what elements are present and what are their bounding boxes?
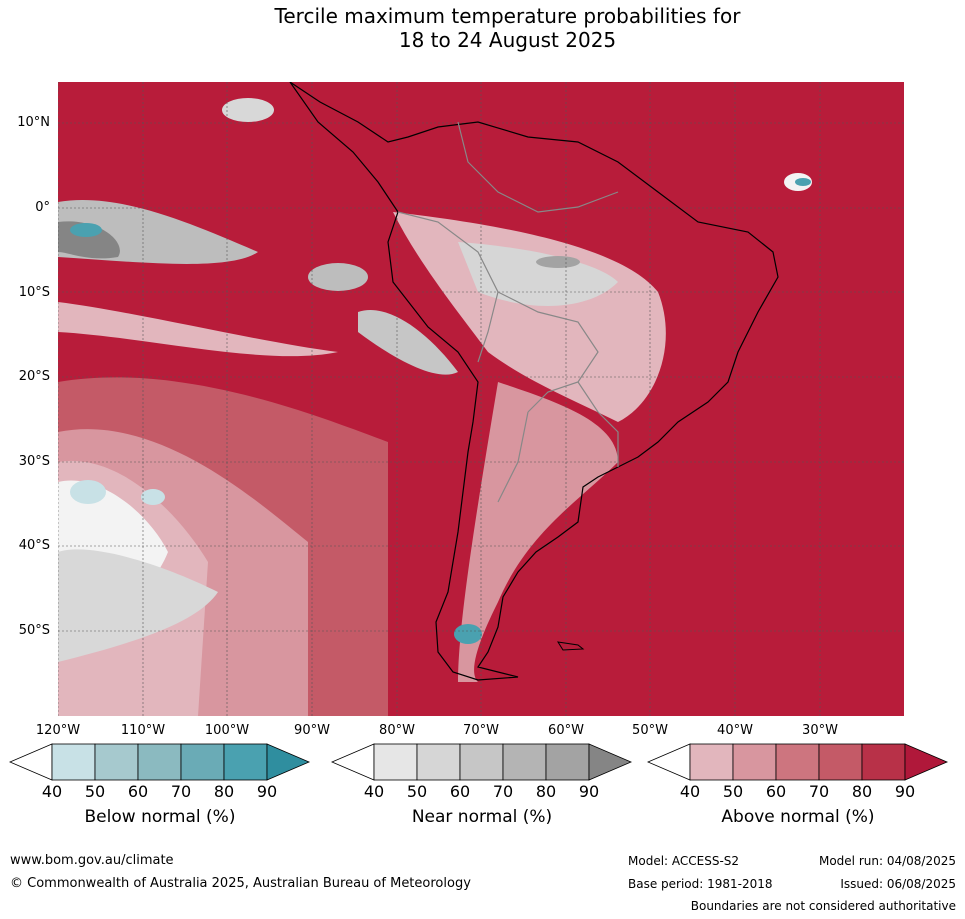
colorbar-above-label: Above normal (%) — [721, 807, 875, 827]
colorbar-below-tick-40: 40 — [41, 782, 63, 801]
colorbar-near-bin-2 — [416, 743, 461, 781]
colorbar-above-tick-40: 40 — [679, 782, 701, 801]
above-50-region-argentina — [458, 382, 618, 682]
colorbar-below-bin-4 — [180, 743, 225, 781]
country-borders — [397, 121, 619, 503]
map-canvas — [58, 82, 904, 716]
title-line-2: 18 to 24 August 2025 — [398, 28, 617, 52]
model-run-text: Model run: 04/08/2025 — [818, 854, 956, 868]
colorbar-above-bin-1 — [689, 743, 734, 781]
colorbar-above-bin-4 — [818, 743, 863, 781]
lat-label-10s: 10°S — [18, 285, 50, 300]
colorbar-below-tick-90: 90 — [256, 782, 278, 801]
colorbar-above — [647, 743, 949, 781]
lon-label-120w: 120°W — [35, 723, 81, 738]
lat-label-30s: 30°S — [18, 454, 50, 469]
above-40-region-interior — [393, 212, 666, 422]
title-line-1: Tercile maximum temperature probabilitie… — [274, 4, 741, 28]
colorbar-near-bin-5 — [545, 743, 590, 781]
colorbar-near-bin-1 — [373, 743, 418, 781]
near-normal-patch-offshore — [308, 263, 368, 291]
model-text: Model: ACCESS-S2 — [628, 854, 740, 868]
below-normal-patagonia-patch — [454, 624, 482, 644]
colorbar-near-label: Near normal (%) — [411, 807, 553, 827]
colorbar-above-tick-60: 60 — [765, 782, 787, 801]
colorbar-below-label: Below normal (%) — [84, 807, 236, 827]
lat-label-10n: 10°N — [17, 115, 50, 130]
colorbar-above-tick-70: 70 — [808, 782, 830, 801]
below-normal-atlantic-patch — [795, 178, 811, 186]
colorbar-above-min-arrow — [647, 743, 691, 781]
colorbar-near-max-arrow — [588, 743, 633, 781]
colorbar-above-bin-3 — [775, 743, 820, 781]
lat-label-20s: 20°S — [18, 369, 50, 384]
colorbar-below-bin-1 — [51, 743, 96, 781]
colorbar-near — [331, 743, 633, 781]
colorbar-below-tick-70: 70 — [170, 782, 192, 801]
colorbar-below — [9, 743, 311, 781]
colorbar-near-tick-90: 90 — [578, 782, 600, 801]
colorbar-below-max-arrow — [266, 743, 311, 781]
lon-label-40w: 40°W — [717, 723, 753, 738]
colorbar-near-tick-60: 60 — [449, 782, 471, 801]
colorbar-below-bin-3 — [137, 743, 182, 781]
colorbar-above-bin-5 — [861, 743, 906, 781]
colorbar-below-min-arrow — [9, 743, 53, 781]
colorbar-above-max-arrow — [904, 743, 949, 781]
colorbar-near-min-arrow — [331, 743, 375, 781]
copyright-text: © Commonwealth of Australia 2025, Austra… — [10, 876, 471, 891]
below-normal-patch-2 — [141, 489, 165, 505]
near-normal-band-peru-coast — [358, 310, 458, 375]
colorbar-below-bin-5 — [223, 743, 268, 781]
disclaimer-text: Boundaries are not considered authoritat… — [690, 899, 956, 913]
colorbar-above-tick-90: 90 — [894, 782, 916, 801]
base-period-text: Base period: 1981-2018 — [628, 877, 773, 891]
colorbar-above-tick-50: 50 — [722, 782, 744, 801]
colorbar-near-tick-70: 70 — [492, 782, 514, 801]
graticule — [58, 82, 904, 716]
lon-label-70w: 70°W — [463, 723, 499, 738]
near-normal-region-southwest — [58, 549, 218, 662]
colorbar-near-bin-3 — [459, 743, 504, 781]
lon-label-60w: 60°W — [548, 723, 584, 738]
lat-label-50s: 50°S — [18, 623, 50, 638]
coastline — [289, 82, 779, 681]
lon-label-30w: 30°W — [802, 723, 838, 738]
below-normal-patch-1 — [70, 480, 106, 504]
near-normal-region-amazon — [458, 242, 618, 306]
lon-label-110w: 110°W — [120, 723, 166, 738]
colorbar-near-bin-4 — [502, 743, 547, 781]
colorbar-below-tick-50: 50 — [84, 782, 106, 801]
map-title: Tercile maximum temperature probabilitie… — [0, 4, 965, 52]
colorbar-above-bin-2 — [732, 743, 777, 781]
website-link[interactable]: www.bom.gov.au/climate — [10, 853, 174, 868]
lat-label-40s: 40°S — [18, 538, 50, 553]
near-normal-80-patch — [536, 256, 580, 268]
colorbar-near-tick-50: 50 — [406, 782, 428, 801]
colorbar-near-tick-40: 40 — [363, 782, 385, 801]
probability-map — [58, 82, 904, 716]
colorbar-below-tick-80: 80 — [213, 782, 235, 801]
colorbar-above-tick-80: 80 — [851, 782, 873, 801]
falkland-islands — [557, 641, 585, 651]
lon-label-80w: 80°W — [379, 723, 415, 738]
lon-label-100w: 100°W — [204, 723, 250, 738]
lon-label-90w: 90°W — [294, 723, 330, 738]
below-normal-equatorial-patch — [70, 223, 102, 237]
colorbar-below-bin-2 — [94, 743, 139, 781]
issued-text: Issued: 06/08/2025 — [840, 877, 956, 891]
lat-label-0: 0° — [35, 200, 50, 215]
lon-label-50w: 50°W — [632, 723, 668, 738]
near-normal-patch-north — [222, 98, 274, 122]
above-40-band-south-pacific — [58, 302, 338, 357]
colorbar-near-tick-80: 80 — [535, 782, 557, 801]
colorbar-below-tick-60: 60 — [127, 782, 149, 801]
